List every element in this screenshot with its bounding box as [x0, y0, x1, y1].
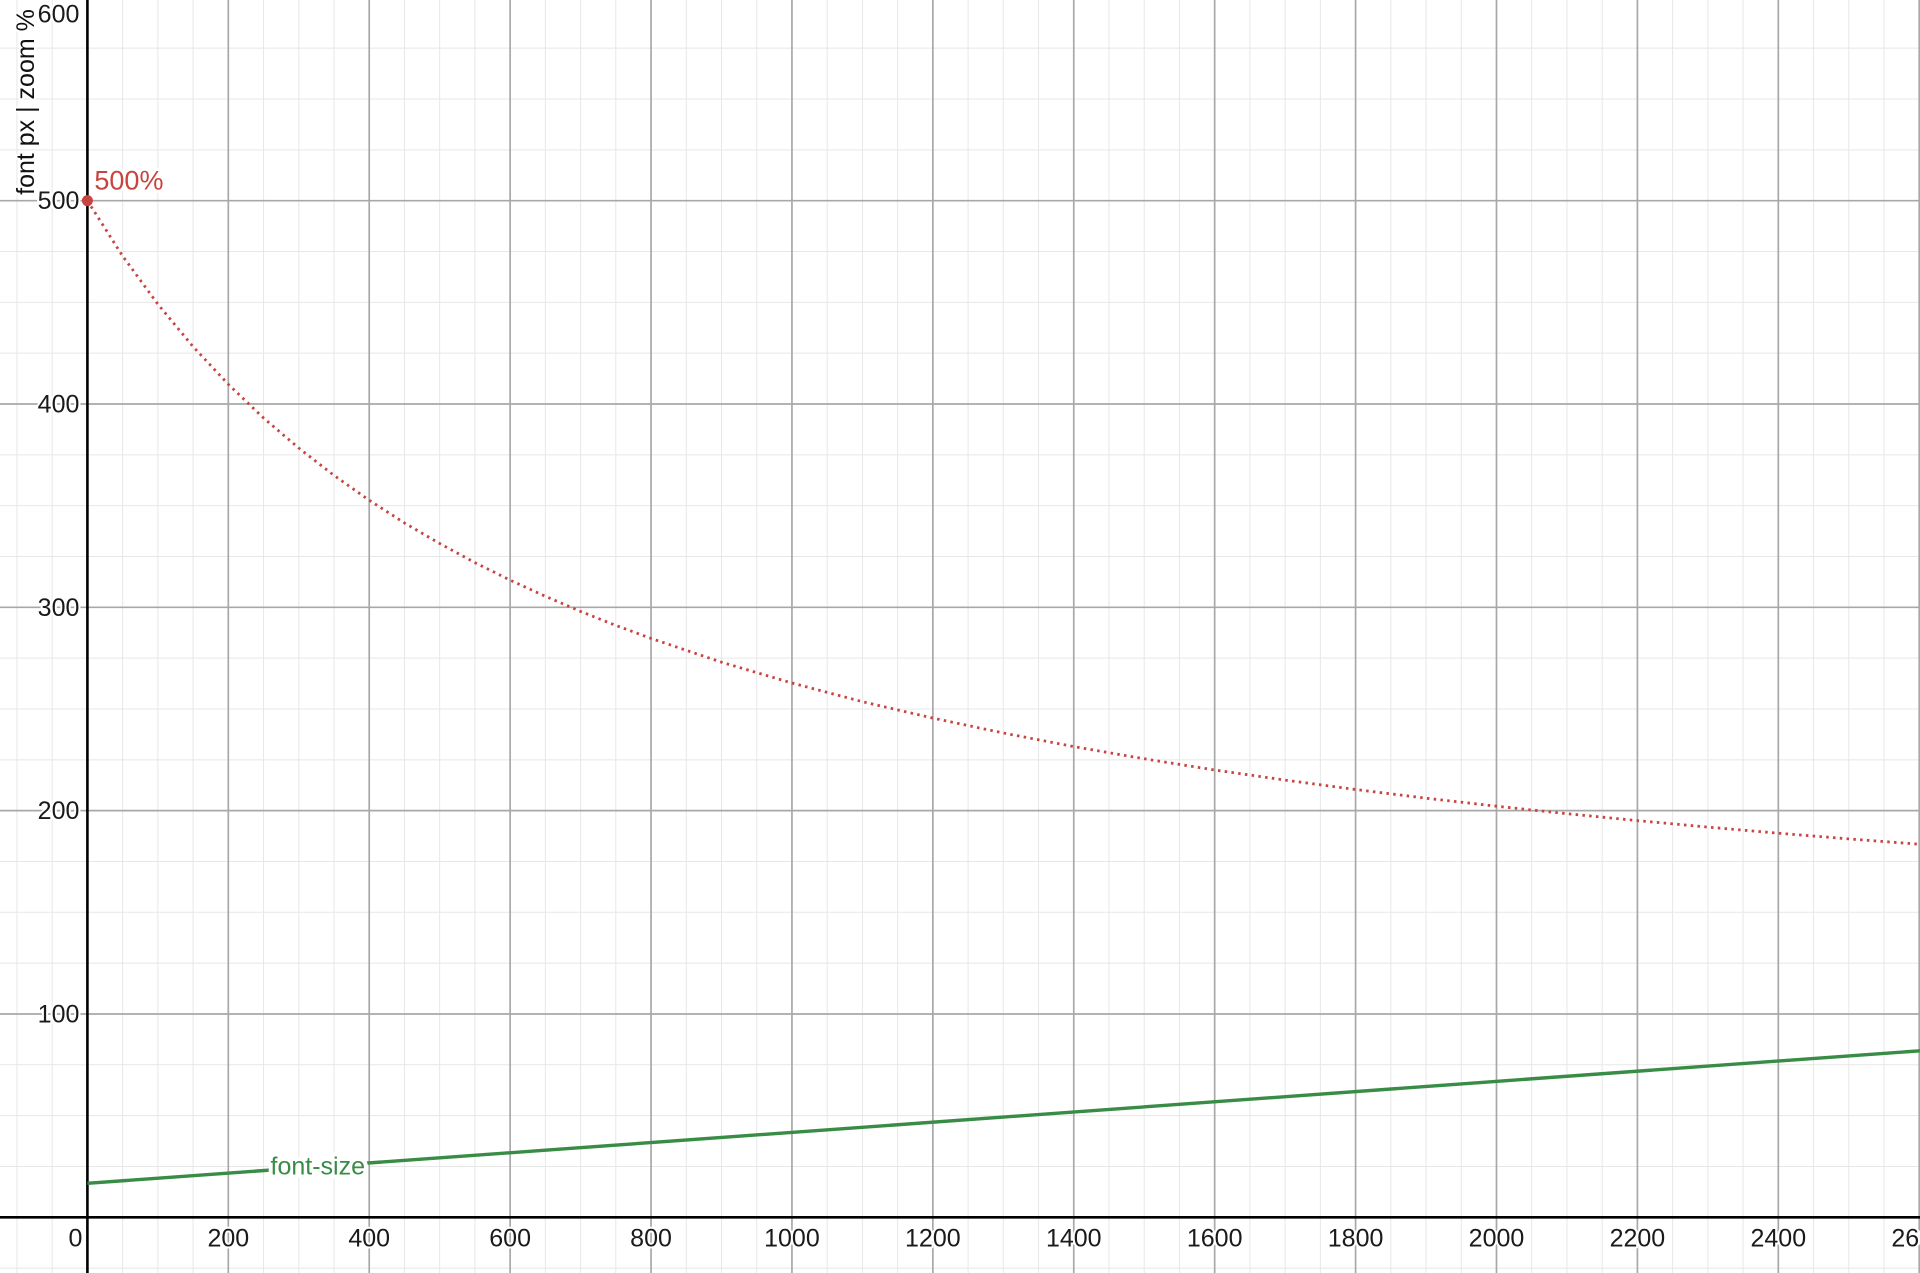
zoom-curve-start-point[interactable]	[81, 195, 93, 207]
curves	[81, 195, 1920, 1185]
y-axis-title: font px | zoom %	[12, 9, 40, 195]
x-tick-label: 2200	[1610, 1224, 1666, 1252]
y-tick-label: 600	[38, 1, 80, 29]
y-tick-label: 400	[38, 391, 80, 419]
y-tick-label: 200	[38, 797, 80, 825]
x-tick-label: 1000	[764, 1224, 820, 1252]
y-tick-label: 300	[38, 594, 80, 622]
x-tick-label: 1400	[1046, 1224, 1102, 1252]
x-tick-label: 800	[630, 1224, 672, 1252]
x-tick-label: 1600	[1187, 1224, 1243, 1252]
axis-tick-labels: 0 200 400 600 800 1000 1200 1400 1600 1800 2000 220…	[36, 0, 1920, 1254]
x-tick-label: 200	[207, 1224, 249, 1252]
x-tick-label: 2400	[1751, 1224, 1807, 1252]
origin-tick-label: 0	[68, 1224, 82, 1252]
x-tick-label: 1800	[1328, 1224, 1384, 1252]
x-tick-label: 400	[348, 1224, 390, 1252]
x-tick-label: 2000	[1469, 1224, 1525, 1252]
x-tick-label: 1200	[905, 1224, 961, 1252]
y-tick-label: 100	[38, 1000, 80, 1028]
font-size-curve[interactable]	[87, 1049, 1920, 1185]
font-size-series-label: font-size	[271, 1152, 365, 1180]
zoom-percent-series-label: 500%	[94, 166, 163, 196]
y-tick-label: 500	[38, 187, 80, 215]
x-tick-label: 600	[489, 1224, 531, 1252]
x-tick-label: 2600	[1891, 1224, 1920, 1252]
